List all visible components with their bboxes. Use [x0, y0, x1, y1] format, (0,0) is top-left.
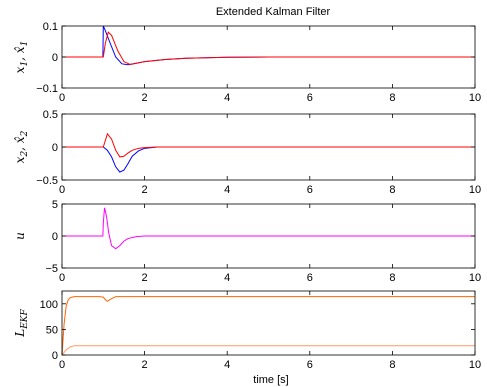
y-tick-label: 0 [52, 52, 58, 64]
y-axis-label: x2, x̂2 [13, 130, 30, 163]
y-tick-label: 100 [40, 299, 58, 311]
x-axis-label: time [s] [253, 374, 288, 386]
y-tick-label: 0.1 [43, 21, 58, 33]
x-tick-label: 4 [224, 184, 230, 196]
x-tick-label: 8 [389, 184, 395, 196]
x-tick-label: 4 [224, 92, 230, 104]
y-axis-label: u [13, 232, 27, 240]
x-tick-label: 0 [59, 184, 65, 196]
x-tick-label: 6 [307, 184, 313, 196]
y-tick-label: −0.1 [36, 83, 58, 95]
series-line-1 [62, 26, 475, 66]
x-tick-label: 6 [307, 272, 313, 284]
y-tick-label: 0 [52, 142, 58, 154]
series-line-1 [62, 146, 475, 173]
series-line-1 [62, 207, 475, 250]
x-tick-label: 10 [469, 92, 481, 104]
x-tick-label: 0 [59, 359, 65, 371]
x-tick-label: 4 [224, 359, 230, 371]
y-tick-label: 50 [46, 324, 58, 336]
x-tick-label: 8 [389, 92, 395, 104]
y-tick-label: 0 [52, 231, 58, 243]
series-line-2 [62, 31, 475, 65]
x-tick-label: 2 [142, 92, 148, 104]
x-tick-label: 0 [59, 272, 65, 284]
x-tick-label: 2 [142, 272, 148, 284]
x-tick-label: 10 [469, 184, 481, 196]
x-tick-label: 10 [469, 359, 481, 371]
x-tick-label: 6 [307, 92, 313, 104]
y-tick-label: −5 [45, 263, 58, 275]
series-line-1 [62, 296, 475, 355]
x-tick-label: 6 [307, 359, 313, 371]
x-tick-label: 8 [389, 272, 395, 284]
x-tick-label: 0 [59, 92, 65, 104]
subplot-1: 0 2 4 6 8 10−0.100.1x1, x̂1 [13, 21, 481, 104]
axes-box [61, 290, 476, 356]
subplots: 0 2 4 6 8 10−0.100.1x1, x̂10 2 4 6 8 10−0.500.5x2,… [13, 21, 481, 371]
y-tick-label: −0.5 [36, 175, 58, 187]
y-tick-label: 0 [52, 350, 58, 362]
subplot-2: 0 2 4 6 8 10−0.500.5x2, x̂2 [13, 109, 481, 196]
x-tick-label: 10 [469, 272, 481, 284]
x-tick-label: 2 [142, 184, 148, 196]
y-tick-label: 0.5 [43, 109, 58, 121]
y-axis-label: LEKF [13, 308, 30, 337]
y-axis-label: x1, x̂1 [13, 41, 30, 74]
x-tick-label: 2 [142, 359, 148, 371]
chart-title: Extended Kalman Filter [216, 6, 331, 18]
x-tick-label: 8 [389, 359, 395, 371]
x-tick-label: 4 [224, 272, 230, 284]
series-line-2 [62, 132, 475, 158]
y-tick-label: 5 [52, 199, 58, 211]
series-line-2 [62, 345, 475, 355]
